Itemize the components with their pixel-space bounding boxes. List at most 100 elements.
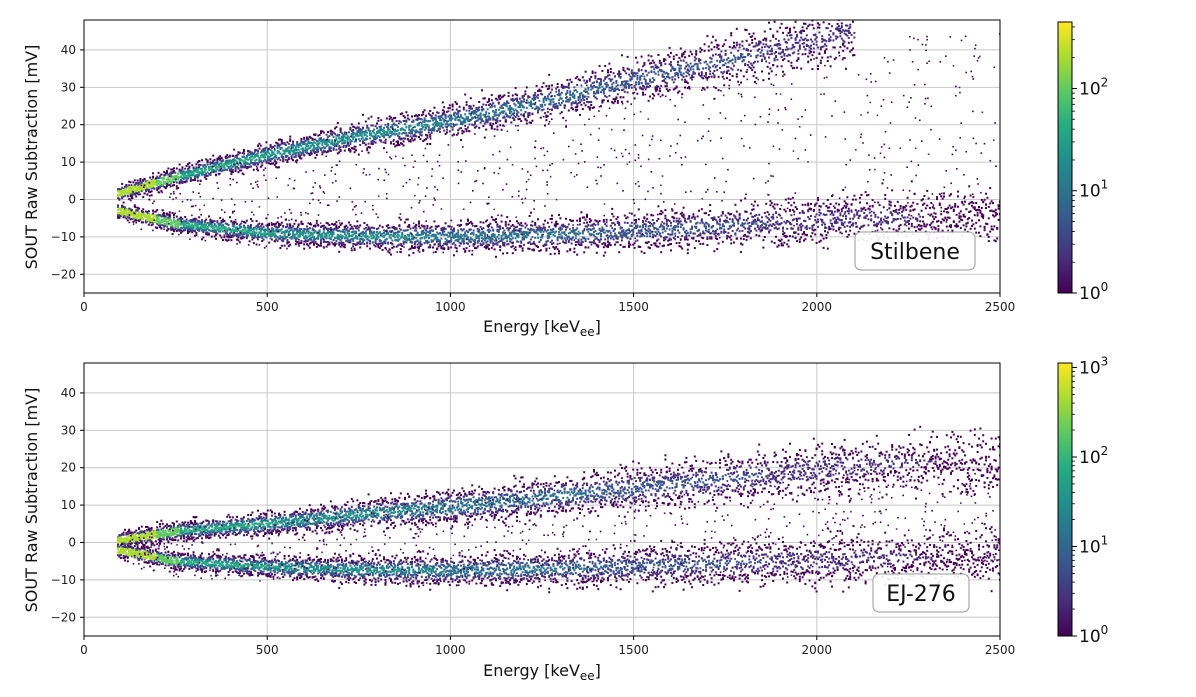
scatter-bin [432, 129, 434, 132]
scatter-bin [597, 78, 600, 80]
scatter-bin [471, 111, 474, 114]
scatter-bin [562, 85, 565, 88]
scatter-bin [269, 163, 272, 166]
scatter-bin [727, 61, 730, 64]
scatter-bin [286, 150, 289, 153]
scatter-bin [502, 111, 504, 114]
scatter-bin [208, 229, 210, 231]
scatter-bin [272, 223, 275, 226]
scatter-bin [707, 68, 710, 71]
scatter-bin [709, 56, 712, 59]
scatter-bin [376, 127, 378, 130]
scatter-bin [338, 235, 341, 237]
scatter-bin [581, 108, 584, 110]
scatter-bin [177, 218, 180, 221]
scatter-bin [812, 27, 815, 30]
scatter-bin [240, 165, 243, 168]
scatter-bin [166, 170, 168, 173]
scatter-bin [745, 71, 748, 73]
scatter-bin [276, 158, 279, 161]
scatter-bin [546, 95, 549, 98]
scatter-bin [608, 62, 611, 65]
scatter-bin [129, 190, 132, 193]
scatter-bin [478, 126, 481, 129]
scatter-bin [174, 228, 177, 231]
scatter-bin [350, 249, 353, 252]
scatter-bin [310, 231, 313, 234]
scatter-bin [201, 171, 203, 174]
scatter-bin [468, 120, 471, 123]
scatter-bin [749, 36, 752, 38]
scatter-bin [667, 54, 670, 56]
scatter-bin [460, 115, 462, 118]
scatter-bin [121, 211, 124, 214]
scatter-bin [146, 217, 149, 220]
scatter-bin [182, 170, 185, 173]
scatter-bin [292, 225, 294, 228]
scatter-bin [163, 177, 166, 180]
scatter-bin [259, 228, 262, 231]
scatter-bin [434, 123, 437, 126]
scatter-bin [661, 70, 664, 73]
scatter-bin [339, 233, 342, 236]
scatter-bin [455, 123, 458, 126]
scatter-bin [685, 81, 688, 83]
scatter-bin [294, 243, 297, 246]
scatter-bin [453, 133, 455, 136]
scatter-bin [483, 136, 486, 139]
scatter-bin [194, 168, 196, 170]
scatter-bin [152, 216, 154, 219]
scatter-bin [483, 122, 486, 125]
scatter-bin [492, 116, 495, 119]
scatter-bin [629, 84, 632, 87]
scatter-bin [761, 70, 763, 73]
scatter-bin [233, 225, 236, 228]
scatter-bin [695, 57, 698, 60]
scatter-bin [530, 121, 532, 124]
scatter-bin [272, 157, 275, 160]
scatter-bin [224, 226, 227, 229]
scatter-bin [203, 166, 206, 169]
scatter-bin [507, 95, 510, 98]
scatter-bin [819, 46, 822, 49]
scatter-bin [625, 82, 628, 85]
scatter-bin [202, 223, 205, 226]
scatter-bin [321, 224, 324, 227]
scatter-bin [409, 124, 412, 127]
scatter-bin [201, 219, 203, 222]
scatter-bin [313, 150, 315, 153]
scatter-bin [217, 156, 220, 159]
scatter-bin [306, 243, 308, 246]
scatter-bin [244, 229, 247, 232]
scatter-bin [259, 151, 262, 154]
scatter-bin [745, 48, 748, 51]
scatter-bin [195, 225, 198, 228]
scatter-bin [817, 26, 819, 29]
scatter-bin [433, 127, 436, 130]
scatter-bin [275, 228, 278, 231]
scatter-bin [847, 30, 850, 33]
scatter-bin [234, 226, 237, 229]
scatter-bin [206, 231, 209, 234]
scatter-bin [495, 114, 497, 117]
scatter-bin [138, 187, 140, 190]
scatter-bin [430, 117, 433, 120]
scatter-bin [362, 140, 364, 143]
scatter-bin [408, 128, 411, 131]
scatter-bin [752, 62, 755, 65]
scatter-bin [538, 99, 541, 102]
scatter-bin [317, 150, 320, 153]
scatter-bin [250, 229, 252, 232]
scatter-bin [289, 152, 292, 154]
scatter-bin [131, 190, 133, 193]
scatter-bin [135, 215, 138, 218]
scatter-bin [188, 223, 191, 226]
scatter-bin [191, 229, 194, 232]
scatter-bin [342, 139, 345, 142]
scatter-bin [210, 168, 213, 171]
scatter-bin [163, 176, 166, 179]
scatter-bin [231, 160, 234, 163]
scatter-bin [331, 233, 334, 236]
scatter-bin [485, 111, 488, 114]
scatter-bin [307, 152, 310, 155]
